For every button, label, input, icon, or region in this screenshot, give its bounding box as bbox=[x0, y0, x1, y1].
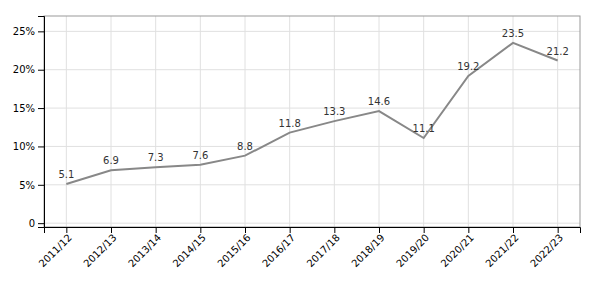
tick-mark bbox=[379, 227, 380, 233]
tick-label: 20% bbox=[13, 64, 35, 75]
tick-mark bbox=[38, 223, 44, 224]
tick: 5% bbox=[19, 180, 44, 191]
x-axis: 2011/122012/132013/142014/152015/162016/… bbox=[37, 227, 581, 269]
data-labels: 5.1 6.9 7.3 7.6 8.8 11.8 13.3 14.6 11.1 19.2 23.5 2… bbox=[58, 28, 568, 180]
tick: 10% bbox=[13, 141, 44, 152]
tick: 25% bbox=[13, 26, 44, 37]
tick-label: 2017/18 bbox=[305, 232, 342, 269]
tick-mark bbox=[66, 227, 67, 233]
tick-mark bbox=[111, 227, 112, 233]
tick-label: 2022/23 bbox=[528, 232, 565, 269]
data-label: 8.8 bbox=[237, 141, 253, 152]
tick-mark bbox=[334, 227, 335, 233]
grid-line bbox=[379, 16, 380, 227]
tick: 2017/18 bbox=[305, 227, 342, 269]
grid-line bbox=[111, 16, 112, 227]
data-label: 5.1 bbox=[58, 169, 74, 180]
tick-mark bbox=[38, 108, 44, 109]
tick-label: 5% bbox=[19, 180, 35, 191]
tick: 2018/19 bbox=[349, 227, 386, 269]
grid-line bbox=[44, 223, 580, 224]
tick-mark bbox=[290, 227, 291, 233]
tick: 20% bbox=[13, 64, 44, 75]
data-label: 13.3 bbox=[323, 106, 345, 117]
tick-label: 2014/15 bbox=[171, 232, 208, 269]
data-label: 19.2 bbox=[457, 61, 479, 72]
tick-label: 2019/20 bbox=[394, 232, 431, 269]
grid-line bbox=[468, 16, 469, 227]
line bbox=[66, 43, 557, 184]
tick-mark bbox=[38, 146, 44, 147]
tick: 2013/14 bbox=[126, 227, 163, 269]
data-label: 23.5 bbox=[502, 28, 524, 39]
data-label: 14.6 bbox=[368, 96, 390, 107]
grid-line bbox=[66, 16, 67, 227]
tick: 2015/16 bbox=[215, 227, 252, 269]
grid-line bbox=[44, 108, 580, 109]
data-label: 7.3 bbox=[148, 152, 164, 163]
tick-mark bbox=[38, 185, 44, 186]
tick-label: 2021/22 bbox=[483, 232, 520, 269]
grid-line bbox=[155, 16, 156, 227]
tick-label: 2020/21 bbox=[439, 232, 476, 269]
plot: 0 5% 10% 15% 20% 25% 2011/122012/132013/142014… bbox=[13, 16, 581, 269]
tick-label: 2012/13 bbox=[81, 232, 118, 269]
grid-line bbox=[44, 69, 580, 70]
chart: 0 5% 10% 15% 20% 25% 2011/122012/132013/142014… bbox=[0, 0, 600, 289]
tick-label: 2015/16 bbox=[215, 232, 252, 269]
tick-mark bbox=[558, 227, 559, 233]
data-label: 21.2 bbox=[547, 46, 569, 57]
tick-mark bbox=[156, 227, 157, 233]
tick-label: 2016/17 bbox=[260, 232, 297, 269]
axis-line bbox=[45, 228, 581, 234]
tick-label: 2011/12 bbox=[37, 232, 74, 269]
tick-label: 0 bbox=[29, 218, 35, 229]
data-label: 11.8 bbox=[279, 118, 301, 129]
tick-mark bbox=[424, 227, 425, 233]
tick-mark bbox=[468, 227, 469, 233]
grid-line bbox=[200, 16, 201, 227]
tick: 2022/23 bbox=[528, 227, 565, 269]
tick-label: 15% bbox=[13, 103, 35, 114]
tick: 2016/17 bbox=[260, 227, 297, 269]
tick-mark bbox=[245, 227, 246, 233]
y-axis: 0 5% 10% 15% 20% 25% bbox=[13, 17, 45, 229]
marks bbox=[66, 43, 557, 184]
plot-frame bbox=[44, 16, 580, 227]
data-label: 7.6 bbox=[192, 150, 208, 161]
tick: 2014/15 bbox=[171, 227, 208, 269]
tick-label: 2018/19 bbox=[349, 232, 386, 269]
grid-line bbox=[44, 146, 580, 147]
grid-line bbox=[245, 16, 246, 227]
tick-mark bbox=[513, 227, 514, 233]
data-label: 11.1 bbox=[413, 123, 435, 134]
tick: 2012/13 bbox=[81, 227, 118, 269]
tick: 0 bbox=[29, 218, 44, 229]
axis-line bbox=[38, 17, 45, 228]
grid-line bbox=[513, 16, 514, 227]
grid-line bbox=[44, 184, 580, 185]
tick-label: 25% bbox=[13, 26, 35, 37]
tick-label: 10% bbox=[13, 141, 35, 152]
grid-line bbox=[44, 31, 580, 32]
tick-mark bbox=[200, 227, 201, 233]
tick-mark bbox=[38, 31, 44, 32]
data-label: 6.9 bbox=[103, 155, 119, 166]
grid bbox=[44, 16, 580, 227]
tick: 15% bbox=[13, 103, 44, 114]
tick: 2021/22 bbox=[483, 227, 520, 269]
tick-mark bbox=[38, 70, 44, 71]
grid-line bbox=[423, 16, 424, 227]
tick-label: 2013/14 bbox=[126, 232, 163, 269]
tick: 2020/21 bbox=[439, 227, 476, 269]
tick: 2011/12 bbox=[37, 227, 74, 269]
tick: 2019/20 bbox=[394, 227, 431, 269]
